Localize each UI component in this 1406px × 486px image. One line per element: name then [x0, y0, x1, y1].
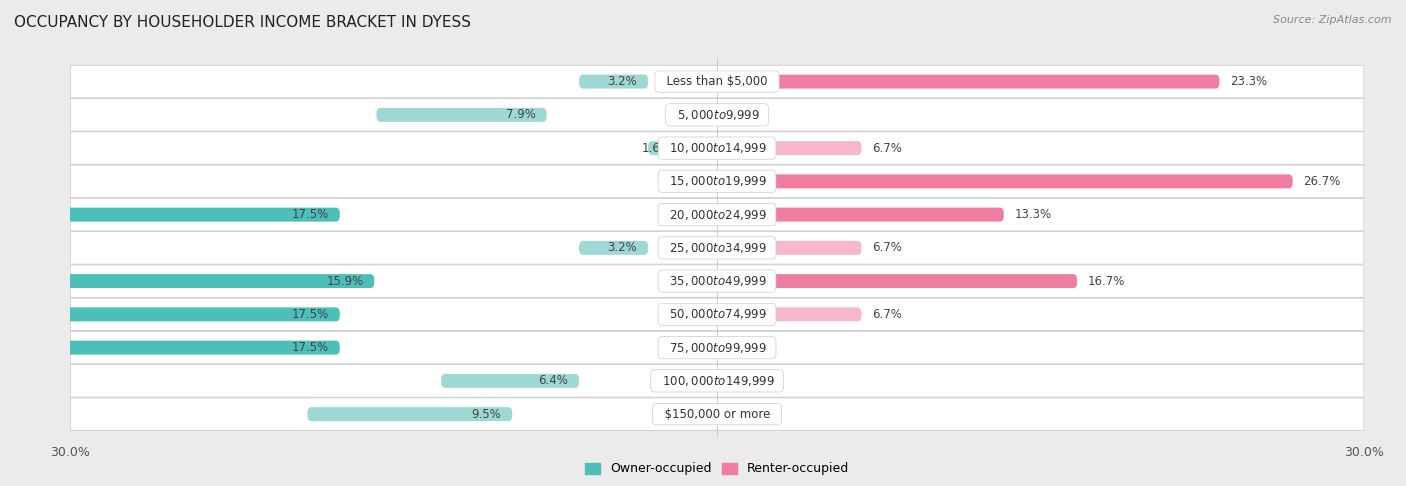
- Text: $50,000 to $74,999: $50,000 to $74,999: [662, 307, 772, 321]
- FancyBboxPatch shape: [70, 364, 1364, 397]
- FancyBboxPatch shape: [0, 307, 340, 321]
- Text: Source: ZipAtlas.com: Source: ZipAtlas.com: [1274, 15, 1392, 25]
- Text: 23.3%: 23.3%: [1230, 75, 1267, 88]
- Text: 0.0%: 0.0%: [728, 408, 758, 420]
- Text: 0.0%: 0.0%: [728, 108, 758, 122]
- FancyBboxPatch shape: [70, 165, 1364, 198]
- FancyBboxPatch shape: [70, 132, 1364, 164]
- Text: $75,000 to $99,999: $75,000 to $99,999: [662, 341, 772, 355]
- Text: 6.7%: 6.7%: [872, 242, 903, 254]
- Text: Less than $5,000: Less than $5,000: [659, 75, 775, 88]
- Text: $35,000 to $49,999: $35,000 to $49,999: [662, 274, 772, 288]
- Text: 0.0%: 0.0%: [728, 374, 758, 387]
- Text: 3.2%: 3.2%: [607, 242, 637, 254]
- Text: 13.3%: 13.3%: [1015, 208, 1052, 221]
- FancyBboxPatch shape: [308, 407, 512, 421]
- Text: 16.7%: 16.7%: [1088, 275, 1125, 288]
- Text: $15,000 to $19,999: $15,000 to $19,999: [662, 174, 772, 189]
- FancyBboxPatch shape: [0, 208, 340, 222]
- Text: 7.9%: 7.9%: [506, 108, 536, 122]
- FancyBboxPatch shape: [717, 208, 1004, 222]
- Text: 1.6%: 1.6%: [643, 141, 672, 155]
- FancyBboxPatch shape: [717, 141, 862, 155]
- Text: OCCUPANCY BY HOUSEHOLDER INCOME BRACKET IN DYESS: OCCUPANCY BY HOUSEHOLDER INCOME BRACKET …: [14, 15, 471, 30]
- Text: 6.7%: 6.7%: [872, 141, 903, 155]
- FancyBboxPatch shape: [70, 231, 1364, 264]
- FancyBboxPatch shape: [648, 141, 682, 155]
- FancyBboxPatch shape: [70, 265, 1364, 297]
- Legend: Owner-occupied, Renter-occupied: Owner-occupied, Renter-occupied: [581, 457, 853, 481]
- FancyBboxPatch shape: [70, 331, 1364, 364]
- FancyBboxPatch shape: [717, 307, 862, 321]
- FancyBboxPatch shape: [31, 274, 374, 288]
- Text: 0.0%: 0.0%: [728, 341, 758, 354]
- Text: 17.5%: 17.5%: [292, 208, 329, 221]
- FancyBboxPatch shape: [717, 75, 1219, 88]
- FancyBboxPatch shape: [70, 198, 1364, 231]
- Text: $150,000 or more: $150,000 or more: [657, 408, 778, 420]
- Text: $25,000 to $34,999: $25,000 to $34,999: [662, 241, 772, 255]
- Text: 3.2%: 3.2%: [607, 75, 637, 88]
- FancyBboxPatch shape: [0, 341, 340, 355]
- FancyBboxPatch shape: [717, 174, 1292, 189]
- FancyBboxPatch shape: [70, 65, 1364, 98]
- Text: 0.0%: 0.0%: [676, 175, 706, 188]
- Text: 6.4%: 6.4%: [538, 374, 568, 387]
- Text: 9.5%: 9.5%: [472, 408, 502, 420]
- Text: $20,000 to $24,999: $20,000 to $24,999: [662, 208, 772, 222]
- FancyBboxPatch shape: [717, 241, 862, 255]
- Text: $10,000 to $14,999: $10,000 to $14,999: [662, 141, 772, 155]
- Text: $100,000 to $149,999: $100,000 to $149,999: [655, 374, 779, 388]
- FancyBboxPatch shape: [70, 298, 1364, 330]
- FancyBboxPatch shape: [377, 108, 547, 122]
- Text: 17.5%: 17.5%: [292, 341, 329, 354]
- FancyBboxPatch shape: [579, 75, 648, 88]
- FancyBboxPatch shape: [579, 241, 648, 255]
- Text: $5,000 to $9,999: $5,000 to $9,999: [669, 108, 765, 122]
- Text: 26.7%: 26.7%: [1303, 175, 1341, 188]
- FancyBboxPatch shape: [717, 274, 1077, 288]
- FancyBboxPatch shape: [441, 374, 579, 388]
- Text: 17.5%: 17.5%: [292, 308, 329, 321]
- Text: 6.7%: 6.7%: [872, 308, 903, 321]
- FancyBboxPatch shape: [70, 99, 1364, 131]
- Text: 15.9%: 15.9%: [326, 275, 364, 288]
- FancyBboxPatch shape: [70, 398, 1364, 431]
